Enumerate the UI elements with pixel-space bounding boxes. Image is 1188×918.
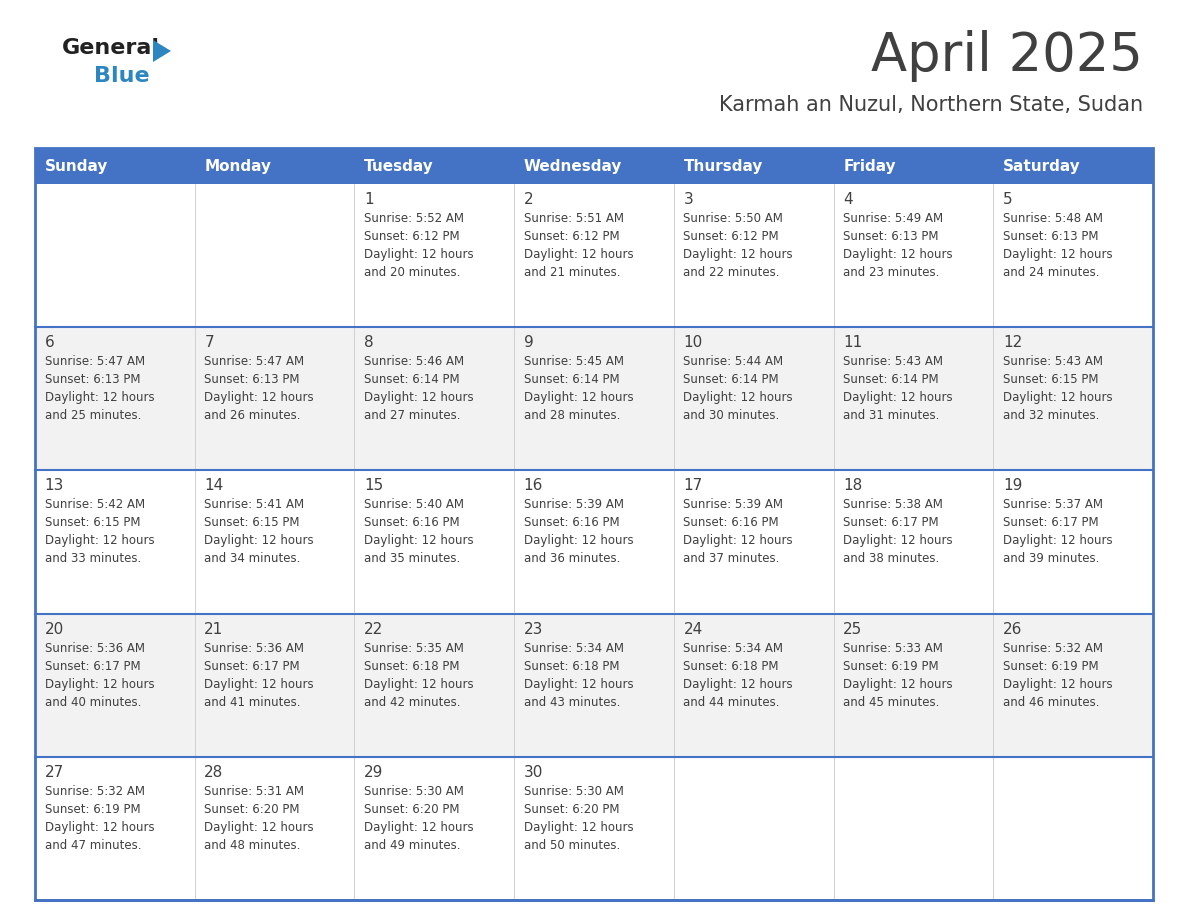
Text: Wednesday: Wednesday: [524, 159, 623, 174]
Text: 23: 23: [524, 621, 543, 636]
Text: 24: 24: [683, 621, 702, 636]
Text: Sunrise: 5:46 AM
Sunset: 6:14 PM
Daylight: 12 hours
and 27 minutes.: Sunrise: 5:46 AM Sunset: 6:14 PM Dayligh…: [364, 355, 474, 422]
Bar: [34, 613, 1154, 756]
Text: Sunrise: 5:41 AM
Sunset: 6:15 PM
Daylight: 12 hours
and 34 minutes.: Sunrise: 5:41 AM Sunset: 6:15 PM Dayligh…: [204, 498, 314, 565]
Text: Karmah an Nuzul, Northern State, Sudan: Karmah an Nuzul, Northern State, Sudan: [719, 95, 1143, 115]
Polygon shape: [153, 40, 171, 62]
Text: Sunrise: 5:39 AM
Sunset: 6:16 PM
Daylight: 12 hours
and 36 minutes.: Sunrise: 5:39 AM Sunset: 6:16 PM Dayligh…: [524, 498, 633, 565]
Text: 19: 19: [1003, 478, 1022, 493]
Text: Sunrise: 5:42 AM
Sunset: 6:15 PM
Daylight: 12 hours
and 33 minutes.: Sunrise: 5:42 AM Sunset: 6:15 PM Dayligh…: [45, 498, 154, 565]
Text: Sunrise: 5:51 AM
Sunset: 6:12 PM
Daylight: 12 hours
and 21 minutes.: Sunrise: 5:51 AM Sunset: 6:12 PM Dayligh…: [524, 212, 633, 279]
Text: Sunrise: 5:38 AM
Sunset: 6:17 PM
Daylight: 12 hours
and 38 minutes.: Sunrise: 5:38 AM Sunset: 6:17 PM Dayligh…: [843, 498, 953, 565]
Text: April 2025: April 2025: [871, 30, 1143, 82]
Text: 21: 21: [204, 621, 223, 636]
Text: Sunrise: 5:35 AM
Sunset: 6:18 PM
Daylight: 12 hours
and 42 minutes.: Sunrise: 5:35 AM Sunset: 6:18 PM Dayligh…: [364, 642, 474, 709]
Text: Sunrise: 5:50 AM
Sunset: 6:12 PM
Daylight: 12 hours
and 22 minutes.: Sunrise: 5:50 AM Sunset: 6:12 PM Dayligh…: [683, 212, 794, 279]
Text: 22: 22: [364, 621, 384, 636]
Text: 25: 25: [843, 621, 862, 636]
Text: Saturday: Saturday: [1003, 159, 1081, 174]
Text: Sunrise: 5:31 AM
Sunset: 6:20 PM
Daylight: 12 hours
and 48 minutes.: Sunrise: 5:31 AM Sunset: 6:20 PM Dayligh…: [204, 785, 314, 852]
Text: Sunrise: 5:43 AM
Sunset: 6:14 PM
Daylight: 12 hours
and 31 minutes.: Sunrise: 5:43 AM Sunset: 6:14 PM Dayligh…: [843, 355, 953, 422]
Text: Sunrise: 5:47 AM
Sunset: 6:13 PM
Daylight: 12 hours
and 25 minutes.: Sunrise: 5:47 AM Sunset: 6:13 PM Dayligh…: [45, 355, 154, 422]
Text: Sunrise: 5:30 AM
Sunset: 6:20 PM
Daylight: 12 hours
and 49 minutes.: Sunrise: 5:30 AM Sunset: 6:20 PM Dayligh…: [364, 785, 474, 852]
Text: Sunrise: 5:30 AM
Sunset: 6:20 PM
Daylight: 12 hours
and 50 minutes.: Sunrise: 5:30 AM Sunset: 6:20 PM Dayligh…: [524, 785, 633, 852]
Text: 14: 14: [204, 478, 223, 493]
Text: Sunrise: 5:40 AM
Sunset: 6:16 PM
Daylight: 12 hours
and 35 minutes.: Sunrise: 5:40 AM Sunset: 6:16 PM Dayligh…: [364, 498, 474, 565]
Text: Sunrise: 5:47 AM
Sunset: 6:13 PM
Daylight: 12 hours
and 26 minutes.: Sunrise: 5:47 AM Sunset: 6:13 PM Dayligh…: [204, 355, 314, 422]
Text: Sunrise: 5:43 AM
Sunset: 6:15 PM
Daylight: 12 hours
and 32 minutes.: Sunrise: 5:43 AM Sunset: 6:15 PM Dayligh…: [1003, 355, 1112, 422]
Text: 12: 12: [1003, 335, 1022, 350]
Text: General: General: [62, 38, 160, 58]
Text: Tuesday: Tuesday: [364, 159, 434, 174]
Text: Blue: Blue: [94, 66, 150, 86]
Text: 26: 26: [1003, 621, 1022, 636]
Text: 9: 9: [524, 335, 533, 350]
Text: 2: 2: [524, 192, 533, 207]
Text: Sunrise: 5:37 AM
Sunset: 6:17 PM
Daylight: 12 hours
and 39 minutes.: Sunrise: 5:37 AM Sunset: 6:17 PM Dayligh…: [1003, 498, 1112, 565]
Text: 17: 17: [683, 478, 702, 493]
Text: Sunrise: 5:49 AM
Sunset: 6:13 PM
Daylight: 12 hours
and 23 minutes.: Sunrise: 5:49 AM Sunset: 6:13 PM Dayligh…: [843, 212, 953, 279]
Text: 30: 30: [524, 765, 543, 779]
Text: 13: 13: [45, 478, 64, 493]
Text: Sunrise: 5:44 AM
Sunset: 6:14 PM
Daylight: 12 hours
and 30 minutes.: Sunrise: 5:44 AM Sunset: 6:14 PM Dayligh…: [683, 355, 794, 422]
Text: Friday: Friday: [843, 159, 896, 174]
Text: 29: 29: [364, 765, 384, 779]
Text: 6: 6: [45, 335, 55, 350]
Text: 20: 20: [45, 621, 64, 636]
Text: Sunrise: 5:34 AM
Sunset: 6:18 PM
Daylight: 12 hours
and 44 minutes.: Sunrise: 5:34 AM Sunset: 6:18 PM Dayligh…: [683, 642, 794, 709]
Text: 1: 1: [364, 192, 374, 207]
Text: Sunrise: 5:33 AM
Sunset: 6:19 PM
Daylight: 12 hours
and 45 minutes.: Sunrise: 5:33 AM Sunset: 6:19 PM Dayligh…: [843, 642, 953, 709]
Bar: [34, 148, 1154, 184]
Text: 5: 5: [1003, 192, 1012, 207]
Text: Sunrise: 5:45 AM
Sunset: 6:14 PM
Daylight: 12 hours
and 28 minutes.: Sunrise: 5:45 AM Sunset: 6:14 PM Dayligh…: [524, 355, 633, 422]
Text: Monday: Monday: [204, 159, 271, 174]
Text: Sunrise: 5:48 AM
Sunset: 6:13 PM
Daylight: 12 hours
and 24 minutes.: Sunrise: 5:48 AM Sunset: 6:13 PM Dayligh…: [1003, 212, 1112, 279]
Text: Sunrise: 5:32 AM
Sunset: 6:19 PM
Daylight: 12 hours
and 46 minutes.: Sunrise: 5:32 AM Sunset: 6:19 PM Dayligh…: [1003, 642, 1112, 709]
Text: Sunrise: 5:36 AM
Sunset: 6:17 PM
Daylight: 12 hours
and 40 minutes.: Sunrise: 5:36 AM Sunset: 6:17 PM Dayligh…: [45, 642, 154, 709]
Text: 27: 27: [45, 765, 64, 779]
Text: 18: 18: [843, 478, 862, 493]
Text: 4: 4: [843, 192, 853, 207]
Text: 11: 11: [843, 335, 862, 350]
Text: 8: 8: [364, 335, 374, 350]
Text: 7: 7: [204, 335, 214, 350]
Text: Thursday: Thursday: [683, 159, 763, 174]
Text: 3: 3: [683, 192, 693, 207]
Text: Sunrise: 5:39 AM
Sunset: 6:16 PM
Daylight: 12 hours
and 37 minutes.: Sunrise: 5:39 AM Sunset: 6:16 PM Dayligh…: [683, 498, 794, 565]
Bar: [34, 184, 1154, 327]
Text: Sunrise: 5:32 AM
Sunset: 6:19 PM
Daylight: 12 hours
and 47 minutes.: Sunrise: 5:32 AM Sunset: 6:19 PM Dayligh…: [45, 785, 154, 852]
Bar: [34, 148, 1154, 900]
Bar: [34, 327, 1154, 470]
Text: 15: 15: [364, 478, 384, 493]
Text: 16: 16: [524, 478, 543, 493]
Text: Sunday: Sunday: [45, 159, 108, 174]
Text: 28: 28: [204, 765, 223, 779]
Bar: [34, 756, 1154, 900]
Text: 10: 10: [683, 335, 702, 350]
Text: Sunrise: 5:34 AM
Sunset: 6:18 PM
Daylight: 12 hours
and 43 minutes.: Sunrise: 5:34 AM Sunset: 6:18 PM Dayligh…: [524, 642, 633, 709]
Text: Sunrise: 5:36 AM
Sunset: 6:17 PM
Daylight: 12 hours
and 41 minutes.: Sunrise: 5:36 AM Sunset: 6:17 PM Dayligh…: [204, 642, 314, 709]
Bar: [34, 470, 1154, 613]
Text: Sunrise: 5:52 AM
Sunset: 6:12 PM
Daylight: 12 hours
and 20 minutes.: Sunrise: 5:52 AM Sunset: 6:12 PM Dayligh…: [364, 212, 474, 279]
